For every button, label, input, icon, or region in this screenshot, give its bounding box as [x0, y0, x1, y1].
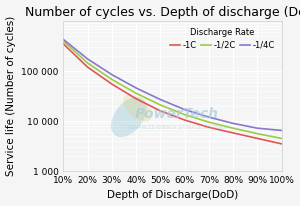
- -1/2C: [280, 137, 283, 140]
- -1C: [134, 97, 138, 100]
- Text: PowerTech: PowerTech: [135, 107, 219, 121]
- -1/4C: [61, 38, 65, 41]
- -1C: [110, 83, 114, 85]
- Y-axis label: Service life (Number of cycles): Service life (Number of cycles): [6, 16, 16, 176]
- -1/4C: [231, 122, 235, 125]
- -1/2C: [134, 92, 138, 95]
- -1C: [61, 43, 65, 45]
- Ellipse shape: [111, 97, 146, 137]
- -1C: [256, 137, 259, 140]
- -1/2C: [207, 121, 211, 123]
- -1/4C: [256, 127, 259, 129]
- Line: -1/4C: -1/4C: [63, 39, 281, 130]
- -1/4C: [86, 58, 89, 60]
- Title: Number of cycles vs. Depth of discharge (DoD): Number of cycles vs. Depth of discharge …: [25, 6, 300, 19]
- -1/2C: [61, 40, 65, 42]
- -1/2C: [256, 132, 259, 135]
- -1/2C: [110, 78, 114, 81]
- -1/4C: [134, 87, 138, 89]
- Legend: -1C, -1/2C, -1/4C: -1C, -1/2C, -1/4C: [168, 25, 277, 53]
- -1C: [183, 119, 186, 121]
- -1C: [280, 143, 283, 145]
- -1/4C: [280, 129, 283, 132]
- Line: -1/2C: -1/2C: [63, 41, 281, 138]
- -1/2C: [183, 113, 186, 116]
- X-axis label: Depth of Discharge(DoD): Depth of Discharge(DoD): [107, 190, 238, 200]
- -1/2C: [86, 62, 89, 64]
- -1/2C: [231, 127, 235, 129]
- -1C: [231, 132, 235, 134]
- -1/4C: [183, 108, 186, 111]
- -1C: [86, 66, 89, 68]
- -1C: [207, 126, 211, 129]
- Ellipse shape: [123, 95, 152, 122]
- -1/2C: [158, 104, 162, 106]
- Line: -1C: -1C: [63, 44, 281, 144]
- -1C: [158, 110, 162, 112]
- Text: ADVANCED ENERGY STORAGE SYSTEMS: ADVANCED ENERGY STORAGE SYSTEMS: [128, 125, 226, 130]
- -1/4C: [207, 116, 211, 118]
- -1/4C: [158, 98, 162, 101]
- -1/4C: [110, 73, 114, 76]
